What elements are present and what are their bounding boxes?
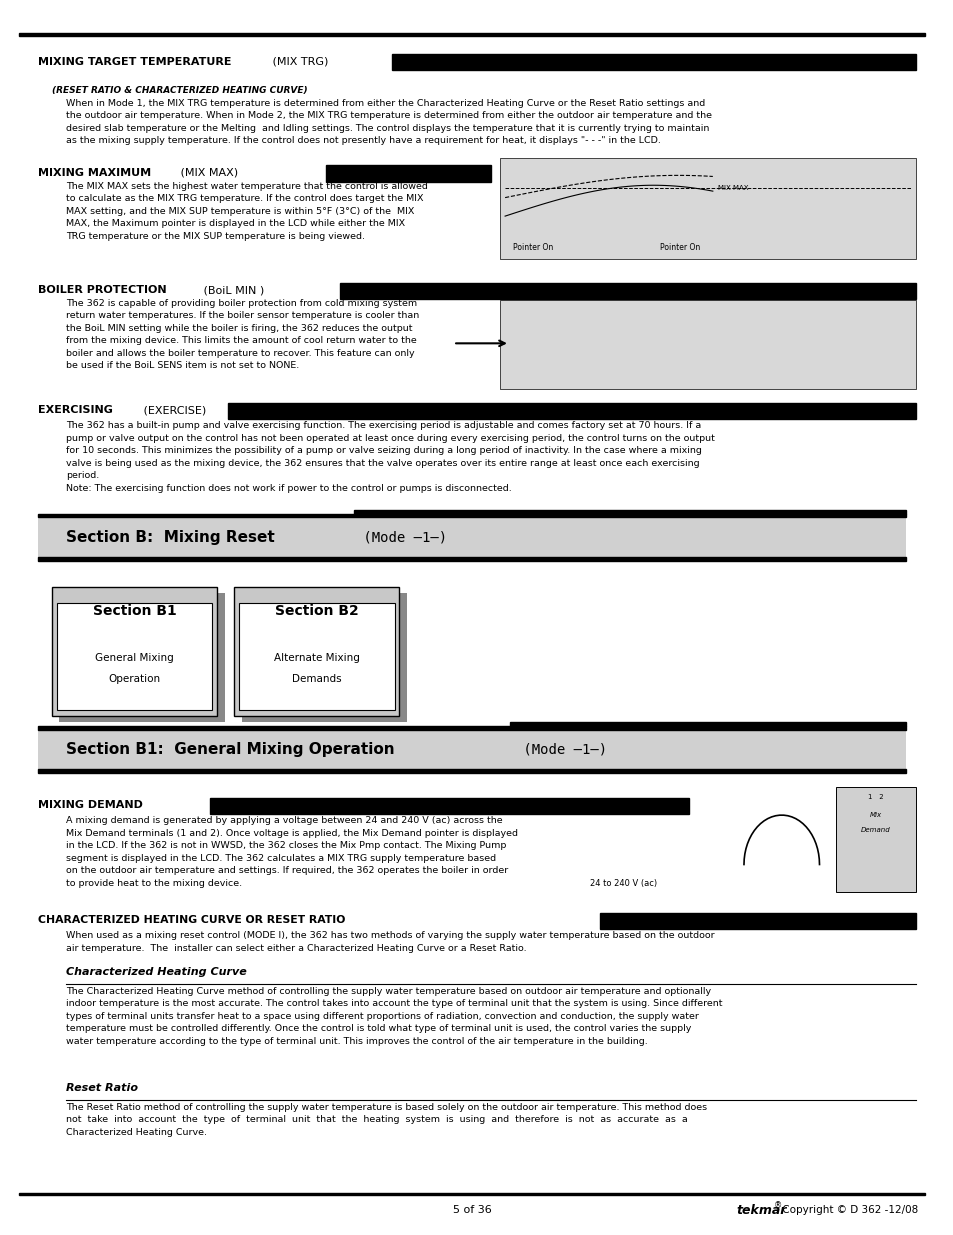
- Bar: [598, 913, 915, 929]
- Text: Demand: Demand: [861, 827, 890, 832]
- Text: Pointer On: Pointer On: [513, 242, 553, 252]
- Text: BOILER PROTECTION: BOILER PROTECTION: [38, 285, 166, 295]
- Text: When used as a mixing reset control (MODE I), the 362 has two methods of varying: When used as a mixing reset control (MOD…: [66, 931, 714, 952]
- Text: Section B1: Section B1: [92, 604, 176, 619]
- Text: 24 to 240 V (ac): 24 to 240 V (ac): [590, 878, 657, 888]
- Text: (BoiL MIN ): (BoiL MIN ): [200, 285, 264, 295]
- Bar: [509, 722, 905, 726]
- Bar: [392, 54, 915, 70]
- Bar: [38, 726, 905, 730]
- Text: Section B2: Section B2: [274, 604, 358, 619]
- Bar: [500, 300, 915, 389]
- Text: (EXERCISE): (EXERCISE): [139, 405, 206, 415]
- Bar: [210, 798, 688, 814]
- Text: Pointer On: Pointer On: [659, 242, 700, 252]
- Bar: [339, 283, 915, 299]
- Bar: [19, 32, 924, 36]
- Text: (Mode —1—): (Mode —1—): [355, 530, 447, 545]
- Text: Reset Ratio: Reset Ratio: [66, 1083, 138, 1093]
- Bar: [38, 769, 905, 773]
- Text: MIX MAX: MIX MAX: [717, 185, 747, 190]
- Text: ®: ®: [774, 1200, 781, 1210]
- Text: A mixing demand is generated by applying a voltage between 24 and 240 V (ac) acr: A mixing demand is generated by applying…: [66, 816, 517, 888]
- Text: The 362 has a built-in pump and valve exercising function. The exercising period: The 362 has a built-in pump and valve ex…: [66, 421, 714, 493]
- Text: (MIX MAX): (MIX MAX): [177, 168, 238, 178]
- Bar: [354, 510, 905, 514]
- Bar: [56, 603, 213, 710]
- Bar: [233, 587, 399, 716]
- Bar: [51, 587, 217, 716]
- Bar: [228, 403, 915, 419]
- Text: (MIX TRG): (MIX TRG): [269, 57, 328, 67]
- Text: EXERCISING: EXERCISING: [38, 405, 112, 415]
- Text: General Mixing: General Mixing: [95, 653, 173, 663]
- Text: The Characterized Heating Curve method of controlling the supply water temperatu: The Characterized Heating Curve method o…: [66, 987, 721, 1046]
- Text: The 362 is capable of providing boiler protection from cold mixing system
return: The 362 is capable of providing boiler p…: [66, 299, 419, 370]
- Text: CHARACTERIZED HEATING CURVE OR RESET RATIO: CHARACTERIZED HEATING CURVE OR RESET RAT…: [38, 915, 345, 925]
- Text: Section B1:  General Mixing Operation: Section B1: General Mixing Operation: [66, 742, 395, 757]
- Text: Section B:  Mixing Reset: Section B: Mixing Reset: [66, 530, 274, 545]
- Bar: [238, 603, 395, 710]
- Bar: [241, 593, 407, 722]
- Bar: [38, 514, 905, 517]
- Bar: [38, 557, 905, 561]
- Text: Copyright © D 362 -12/08: Copyright © D 362 -12/08: [778, 1205, 917, 1215]
- Text: Mix: Mix: [869, 813, 882, 818]
- Text: (RESET RATIO & CHARACTERIZED HEATING CURVE): (RESET RATIO & CHARACTERIZED HEATING CUR…: [51, 86, 307, 95]
- Bar: [835, 787, 915, 892]
- Text: 1   2: 1 2: [867, 794, 883, 799]
- Text: MIXING TARGET TEMPERATURE: MIXING TARGET TEMPERATURE: [38, 57, 231, 67]
- Bar: [38, 726, 905, 773]
- Text: The MIX MAX sets the highest water temperature that the control is allowed
to ca: The MIX MAX sets the highest water tempe…: [66, 182, 428, 241]
- Text: tekmar: tekmar: [736, 1204, 786, 1216]
- Text: When in Mode 1, the MIX TRG temperature is determined from either the Characteri: When in Mode 1, the MIX TRG temperature …: [66, 99, 711, 146]
- Bar: [325, 165, 491, 182]
- Bar: [500, 158, 915, 259]
- Text: MIXING MAXIMUM: MIXING MAXIMUM: [38, 168, 151, 178]
- Bar: [59, 593, 225, 722]
- Text: 5 of 36: 5 of 36: [453, 1205, 491, 1215]
- Text: Characterized Heating Curve: Characterized Heating Curve: [66, 967, 247, 977]
- Bar: [19, 1193, 924, 1195]
- Text: Alternate Mixing: Alternate Mixing: [274, 653, 359, 663]
- Text: (Mode —1—): (Mode —1—): [514, 742, 606, 757]
- Bar: [38, 514, 905, 561]
- Text: MIXING DEMAND: MIXING DEMAND: [38, 800, 143, 810]
- Text: Operation: Operation: [109, 674, 160, 684]
- Text: Demands: Demands: [292, 674, 341, 684]
- Text: The Reset Ratio method of controlling the supply water temperature is based sole: The Reset Ratio method of controlling th…: [66, 1103, 706, 1137]
